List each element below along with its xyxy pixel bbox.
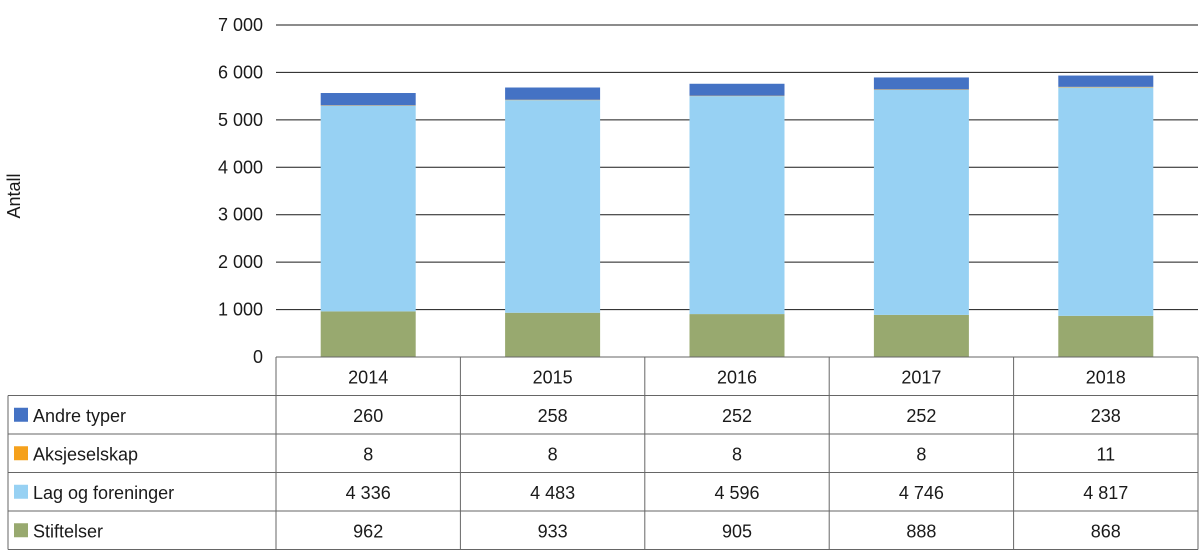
data-label: 11 <box>1096 444 1115 464</box>
bar-andre-typer-2015 <box>505 87 601 100</box>
bar-andre-typer-2017 <box>873 77 969 90</box>
y-tick-label: 0 <box>253 347 263 367</box>
y-tick-label: 4 000 <box>218 157 263 177</box>
legend-swatch <box>14 407 28 422</box>
data-label: 238 <box>1091 406 1121 426</box>
bar-andre-typer-2014 <box>320 93 416 106</box>
data-label: 868 <box>1091 521 1121 541</box>
y-tick-label: 1 000 <box>218 300 263 320</box>
data-label: 4 483 <box>530 483 575 503</box>
data-label: 4 596 <box>714 483 759 503</box>
data-label: 260 <box>353 406 383 426</box>
x-tick-label: 2015 <box>533 367 573 387</box>
data-label: 905 <box>722 521 752 541</box>
y-axis-label: Antall <box>4 173 24 218</box>
bar-stiftelser-2018 <box>1058 315 1154 357</box>
legend-swatch <box>14 446 28 461</box>
data-label: 8 <box>732 444 742 464</box>
bar-andre-typer-2018 <box>1058 75 1154 87</box>
data-label: 252 <box>906 406 936 426</box>
y-tick-label: 2 000 <box>218 252 263 272</box>
data-label: 4 746 <box>899 483 944 503</box>
y-tick-label: 5 000 <box>218 110 263 130</box>
legend-swatch <box>14 523 28 538</box>
bar-aksjeselskap-2018 <box>1058 86 1154 88</box>
bar-lag-og-foreninger-2014 <box>320 105 416 312</box>
y-tick-label: 7 000 <box>218 15 263 35</box>
bar-stiftelser-2015 <box>505 312 601 357</box>
x-tick-label: 2017 <box>901 367 941 387</box>
legend-label: Lag og foreninger <box>33 483 174 503</box>
x-tick-label: 2016 <box>717 367 757 387</box>
data-label: 888 <box>906 521 936 541</box>
data-label: 252 <box>722 406 752 426</box>
data-label: 4 336 <box>346 483 391 503</box>
bar-lag-og-foreninger-2015 <box>505 100 601 313</box>
x-tick-label: 2018 <box>1086 367 1126 387</box>
legend-label: Aksjeselskap <box>33 444 138 464</box>
bar-andre-typer-2016 <box>689 83 785 96</box>
y-axis-ticks: 0 1 000 2 000 3 000 4 000 5 000 6 000 7 000 <box>218 15 263 367</box>
bar-stiftelser-2017 <box>873 314 969 357</box>
bars <box>320 75 1154 357</box>
legend-label: Stiftelser <box>33 521 103 541</box>
data-label: 8 <box>548 444 558 464</box>
bar-stiftelser-2014 <box>320 311 416 357</box>
y-tick-label: 6 000 <box>218 62 263 82</box>
bar-lag-og-foreninger-2018 <box>1058 87 1154 316</box>
data-label: 933 <box>538 521 568 541</box>
data-label: 8 <box>363 444 373 464</box>
data-label: 258 <box>538 406 568 426</box>
data-label: 4 817 <box>1083 483 1128 503</box>
y-tick-label: 3 000 <box>218 205 263 225</box>
bar-lag-og-foreninger-2017 <box>873 89 969 315</box>
x-tick-label: 2014 <box>348 367 388 387</box>
legend-swatch <box>14 484 28 499</box>
data-label: 8 <box>916 444 926 464</box>
data-label: 962 <box>353 521 383 541</box>
bar-lag-og-foreninger-2016 <box>689 96 785 315</box>
bar-stiftelser-2016 <box>689 314 785 357</box>
legend-label: Andre typer <box>33 406 126 426</box>
data-table: 2014 2015 2016 2017 2018 Andre typer 260 258 252… <box>7 356 1199 550</box>
